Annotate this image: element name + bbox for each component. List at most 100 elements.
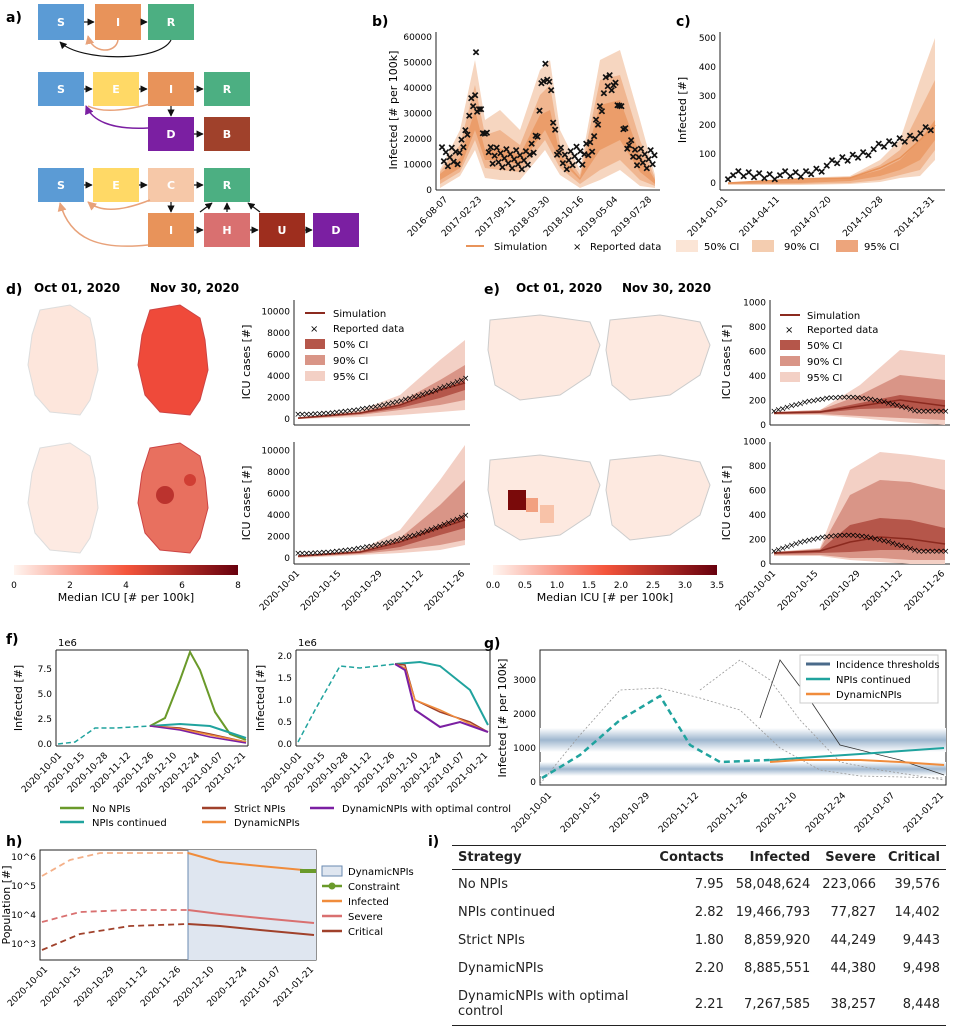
reported-marker: × xyxy=(876,535,884,545)
x-tick-label: 2020-10-29 xyxy=(608,791,652,835)
y-tick-label: 200 xyxy=(749,536,766,546)
svg-text:×: × xyxy=(785,325,793,336)
reported-marker: × xyxy=(827,394,835,404)
svg-text:90% CI: 90% CI xyxy=(333,356,368,367)
svg-text:Constraint: Constraint xyxy=(348,882,400,893)
svg-text:U: U xyxy=(278,224,287,237)
col-severe: Severe xyxy=(816,845,882,870)
reported-marker: × xyxy=(629,153,637,163)
reported-marker: × xyxy=(385,538,393,548)
reported-marker: × xyxy=(610,81,618,91)
reported-marker: × xyxy=(889,400,897,410)
reported-marker: × xyxy=(563,165,571,175)
colorbar-tick: 2.0 xyxy=(614,581,629,591)
svg-text:50% CI: 50% CI xyxy=(333,340,368,351)
panel-label-b: b) xyxy=(372,14,388,30)
e-colorbar xyxy=(493,565,717,575)
y-tick-label: 30000 xyxy=(403,110,432,120)
y-tick-label: 0 xyxy=(426,186,432,196)
y-tick-label: 0 xyxy=(284,415,290,425)
reported-marker: × xyxy=(614,101,622,111)
reported-marker: × xyxy=(618,102,626,112)
model-sir-diagram: S I R xyxy=(38,4,194,58)
reported-marker: × xyxy=(316,409,324,419)
reported-marker: × xyxy=(307,549,315,559)
reported-marker: × xyxy=(440,157,448,167)
reported-marker: × xyxy=(871,396,879,406)
reported-marker: × xyxy=(440,520,448,530)
y-tick-label: 400 xyxy=(699,63,716,73)
x-tick-label: 2020-11-26 xyxy=(423,569,467,613)
reported-marker: × xyxy=(641,150,649,160)
reported-marker: × xyxy=(532,131,540,141)
reported-marker: × xyxy=(929,547,937,557)
svg-text:R: R xyxy=(167,16,176,29)
panel-label-i: i) xyxy=(428,834,439,850)
germany-map-oct-reported xyxy=(27,304,99,416)
reported-marker: × xyxy=(832,531,840,541)
reported-marker: × xyxy=(797,173,805,183)
reported-marker: × xyxy=(592,115,600,125)
svg-text:50% CI: 50% CI xyxy=(807,341,842,352)
reported-marker: × xyxy=(499,163,507,173)
reported-marker: × xyxy=(770,407,778,417)
y-tick-label: 7.5 xyxy=(38,665,52,675)
svg-text:90% CI: 90% CI xyxy=(784,242,819,253)
y-tick-label: 8000 xyxy=(267,329,290,339)
reported-marker: × xyxy=(462,374,470,384)
y-tick-label: 0 xyxy=(710,179,716,189)
reported-marker: × xyxy=(875,139,883,149)
svg-text:50% CI: 50% CI xyxy=(704,242,739,253)
reported-marker: × xyxy=(788,402,796,412)
svg-text:90% CI: 90% CI xyxy=(807,357,842,368)
panel-e-maps: Oct 01, 2020 Nov 30, 2020 0.0 0.5 1.0 1.5 2.… xyxy=(486,281,724,604)
reported-marker: × xyxy=(324,548,332,558)
svg-text:Simulation: Simulation xyxy=(807,311,860,322)
h-infected xyxy=(187,852,315,872)
reported-marker: × xyxy=(449,517,457,527)
reported-marker: × xyxy=(436,522,444,532)
reported-marker: × xyxy=(755,169,763,179)
colorbar-tick: 2 xyxy=(67,581,73,591)
reported-marker: × xyxy=(491,152,499,162)
reported-marker: × xyxy=(316,548,324,558)
svg-text:95% CI: 95% CI xyxy=(807,373,842,384)
reported-marker: × xyxy=(839,153,847,163)
table-row: Strict NPIs 1.80 8,859,920 44,249 9,443 xyxy=(458,933,940,948)
svg-text:ICU cases [#]: ICU cases [#] xyxy=(240,325,253,400)
svg-text:No NPIs: No NPIs xyxy=(92,804,130,815)
y-tick-label: 4000 xyxy=(267,511,290,521)
reported-marker: × xyxy=(350,545,358,555)
reported-marker: × xyxy=(841,531,849,541)
reported-marker: × xyxy=(442,148,450,158)
svg-text:Infected [#]: Infected [#] xyxy=(254,665,267,731)
reported-marker: × xyxy=(549,119,557,129)
svg-text:I: I xyxy=(116,16,120,29)
reported-marker: × xyxy=(885,538,893,548)
h-dynamic-npis-region xyxy=(188,850,316,960)
reported-marker: × xyxy=(901,137,909,147)
x-tick-label: 2020-10-29 xyxy=(819,569,863,613)
reported-marker: × xyxy=(911,406,919,416)
b-ci50-band xyxy=(440,100,655,184)
reported-marker: × xyxy=(922,123,930,133)
c-ylabel: Infected [#] xyxy=(676,77,689,143)
reported-marker: × xyxy=(350,406,358,416)
reported-marker: × xyxy=(889,539,897,549)
svg-text:S: S xyxy=(57,16,65,29)
reported-marker: × xyxy=(534,133,542,143)
reported-marker: × xyxy=(924,407,932,417)
reported-marker: × xyxy=(622,124,630,134)
reported-marker: × xyxy=(555,149,563,159)
reported-marker: × xyxy=(827,532,835,542)
y-tick-label: 10^4 xyxy=(11,911,36,921)
reported-marker: × xyxy=(536,106,544,116)
reported-marker: × xyxy=(444,162,452,172)
reported-marker: × xyxy=(841,393,849,403)
reported-marker: × xyxy=(522,147,530,157)
reported-marker: × xyxy=(833,159,841,169)
y-tick-label: 6000 xyxy=(267,490,290,500)
panel-label-g: g) xyxy=(484,636,500,652)
reported-marker: × xyxy=(893,540,901,550)
